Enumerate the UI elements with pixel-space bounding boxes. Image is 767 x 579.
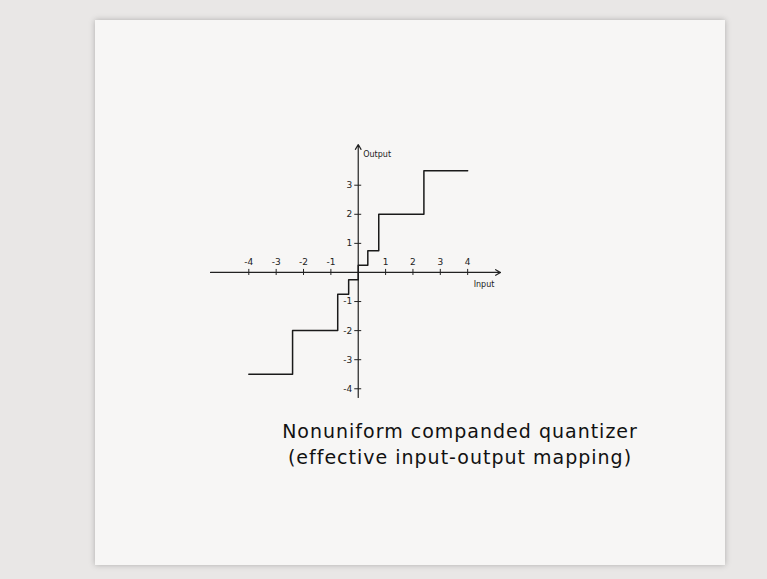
svg-text:3: 3 bbox=[437, 257, 443, 267]
svg-text:-4: -4 bbox=[343, 384, 352, 394]
svg-text:-2: -2 bbox=[343, 325, 352, 335]
svg-text:Output: Output bbox=[363, 150, 391, 159]
svg-text:4: 4 bbox=[465, 257, 471, 267]
svg-text:3: 3 bbox=[347, 180, 353, 190]
svg-text:2: 2 bbox=[347, 209, 353, 219]
svg-text:-4: -4 bbox=[244, 257, 253, 267]
svg-text:1: 1 bbox=[347, 238, 353, 248]
svg-text:-2: -2 bbox=[299, 257, 308, 267]
svg-text:-1: -1 bbox=[326, 257, 335, 267]
svg-text:Input: Input bbox=[474, 280, 495, 289]
svg-text:-3: -3 bbox=[343, 355, 352, 365]
svg-text:-1: -1 bbox=[343, 296, 352, 306]
svg-text:2: 2 bbox=[410, 257, 416, 267]
svg-text:1: 1 bbox=[383, 257, 389, 267]
html-text:Nonuniform companded quantizer: Nonuniform companded quantizer bbox=[282, 420, 638, 442]
svg-text:-3: -3 bbox=[272, 257, 281, 267]
html-text:(effective input-output mappin: (effective input-output mapping) bbox=[287, 446, 633, 468]
